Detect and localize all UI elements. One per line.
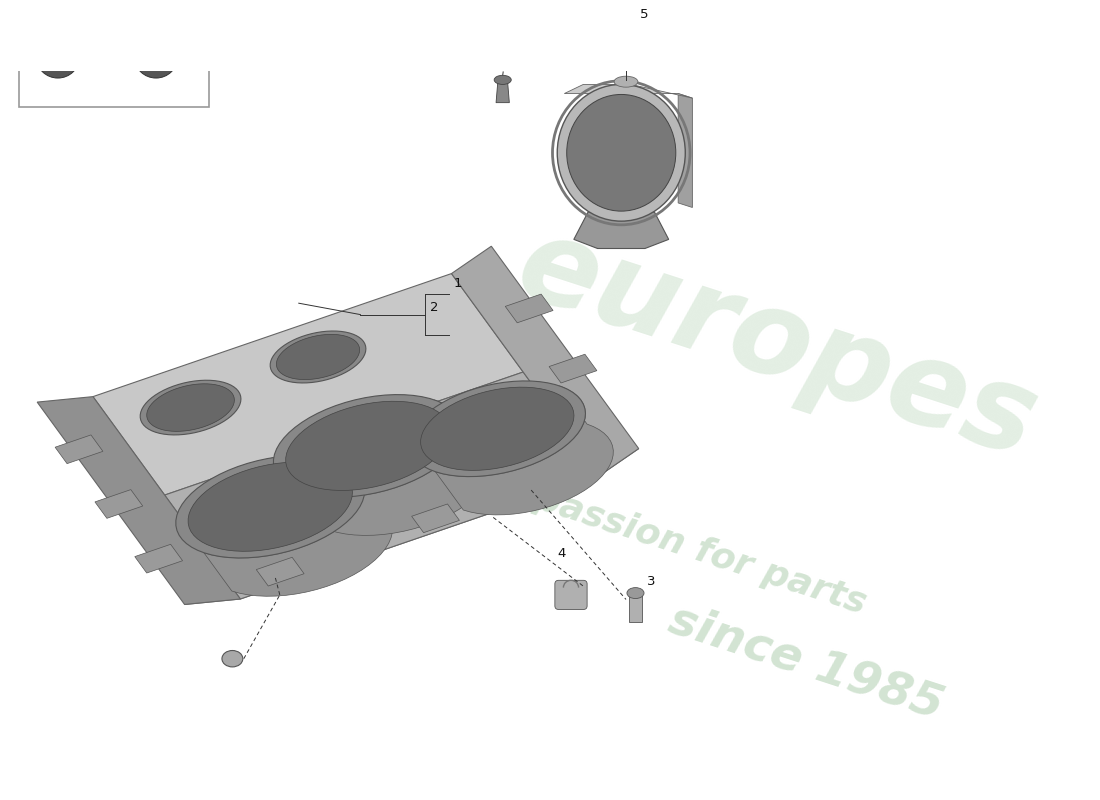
Polygon shape bbox=[185, 449, 639, 605]
Polygon shape bbox=[271, 331, 366, 383]
Polygon shape bbox=[176, 455, 365, 558]
Polygon shape bbox=[420, 387, 574, 470]
Text: 3: 3 bbox=[647, 574, 656, 588]
Polygon shape bbox=[94, 274, 524, 495]
Polygon shape bbox=[146, 384, 234, 431]
Polygon shape bbox=[256, 558, 304, 586]
Text: europes: europes bbox=[504, 206, 1052, 482]
Ellipse shape bbox=[614, 76, 638, 87]
Text: 2: 2 bbox=[430, 302, 438, 314]
Text: 4: 4 bbox=[558, 547, 565, 560]
FancyBboxPatch shape bbox=[554, 580, 587, 610]
Text: since 1985: since 1985 bbox=[663, 598, 949, 729]
Bar bbox=[629, 593, 642, 622]
Polygon shape bbox=[140, 380, 241, 435]
Polygon shape bbox=[135, 544, 183, 573]
Ellipse shape bbox=[558, 85, 685, 221]
Polygon shape bbox=[55, 435, 103, 464]
Text: 6: 6 bbox=[514, 0, 522, 2]
Polygon shape bbox=[564, 85, 692, 98]
Ellipse shape bbox=[494, 75, 512, 85]
Polygon shape bbox=[411, 504, 460, 533]
Circle shape bbox=[134, 37, 177, 78]
Polygon shape bbox=[549, 354, 597, 383]
Ellipse shape bbox=[222, 650, 243, 667]
Polygon shape bbox=[276, 334, 360, 379]
Polygon shape bbox=[95, 490, 143, 518]
Polygon shape bbox=[679, 94, 692, 207]
Polygon shape bbox=[204, 461, 393, 596]
Polygon shape bbox=[409, 381, 585, 477]
Polygon shape bbox=[574, 212, 669, 249]
Polygon shape bbox=[32, 0, 177, 62]
Polygon shape bbox=[37, 397, 240, 605]
Circle shape bbox=[47, 47, 69, 68]
Bar bbox=[19, 0, 209, 107]
Polygon shape bbox=[188, 462, 352, 551]
Text: a passion for parts: a passion for parts bbox=[495, 470, 871, 620]
Circle shape bbox=[36, 37, 79, 78]
Polygon shape bbox=[286, 402, 450, 490]
Ellipse shape bbox=[627, 588, 644, 598]
Polygon shape bbox=[496, 80, 509, 102]
Polygon shape bbox=[274, 394, 462, 497]
Polygon shape bbox=[451, 246, 639, 476]
Text: 5: 5 bbox=[640, 8, 649, 21]
Text: 1: 1 bbox=[453, 277, 462, 290]
Circle shape bbox=[145, 47, 167, 68]
Ellipse shape bbox=[566, 94, 675, 211]
Polygon shape bbox=[301, 400, 491, 535]
Polygon shape bbox=[165, 372, 598, 599]
Polygon shape bbox=[505, 294, 553, 322]
Polygon shape bbox=[436, 386, 614, 515]
